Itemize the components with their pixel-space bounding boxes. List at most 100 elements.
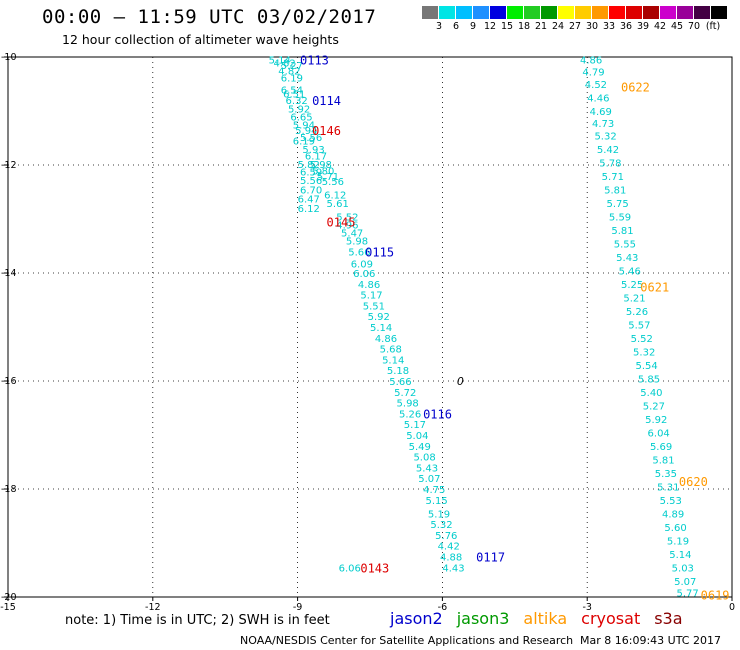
y-tick-label: -14 <box>1 268 17 279</box>
pass-time-label: 0619 <box>701 588 730 602</box>
swh-value-point: 4.86 <box>358 280 380 291</box>
x-tick-label: -12 <box>145 602 161 613</box>
scale-cell <box>626 6 643 19</box>
pass-time-label: 0145 <box>327 216 356 230</box>
scale-cell <box>507 6 524 19</box>
swh-value-point: 5.94 <box>295 126 317 137</box>
swh-value-point: 6.70 <box>300 185 322 196</box>
scale-label: 42 <box>653 21 667 32</box>
swh-value-point: 5.27 <box>281 61 303 72</box>
swh-value-point: 6.06 <box>353 269 375 280</box>
swh-value-point: 6.09 <box>351 259 373 270</box>
scale-cell <box>558 6 575 19</box>
legend-cryosat: cryosat <box>581 609 641 628</box>
swh-value-point: 5.66 <box>389 377 411 388</box>
swh-value-point: 5.07 <box>674 577 696 588</box>
scale-label: 45 <box>670 21 684 32</box>
swh-value-point: 5.19 <box>667 536 689 547</box>
pass-time-label: 0116 <box>423 407 452 421</box>
swh-value-point: 5.71 <box>317 172 339 183</box>
swh-value-point: 5.19 <box>428 509 450 520</box>
scale-cell <box>541 6 558 19</box>
swh-value-point: 4.86 <box>580 56 602 67</box>
swh-value-point: 5.78 <box>599 158 621 169</box>
swh-value-point: 5.42 <box>597 145 619 156</box>
swh-value-point: 5.56 <box>300 133 322 144</box>
x-tick-label: -15 <box>0 602 16 613</box>
pass-time-label: 0115 <box>365 245 394 259</box>
swh-value-point: 5.57 <box>628 320 650 331</box>
swh-value-point: 4.89 <box>662 509 684 520</box>
scale-cell <box>456 6 473 19</box>
position-marker: 0 <box>457 375 464 388</box>
swh-value-point: 5.27 <box>643 401 665 412</box>
swh-value-point: 4.46 <box>587 94 609 105</box>
swh-value-point: 4.69 <box>590 107 612 118</box>
pass-time-label: 0143 <box>360 561 389 575</box>
swh-value-point: 5.98 <box>310 160 332 171</box>
swh-value-point: 4.88 <box>440 553 462 564</box>
swh-value-point: 5.18 <box>387 366 409 377</box>
swh-value-point: 6.19 <box>281 74 303 85</box>
pass-time-label: 0146 <box>312 124 341 138</box>
swh-value-point: 4.82 <box>278 67 300 78</box>
scale-cell <box>677 6 694 19</box>
swh-value-point: 5.98 <box>346 237 368 248</box>
swh-value-point: 5.43 <box>616 253 638 264</box>
legend-jason2: jason2 <box>390 609 443 628</box>
scale-label: 12 <box>483 21 497 32</box>
satellite-legend: jason2 jason3 altika cryosat s3a <box>390 609 697 628</box>
swh-value-point: 5.54 <box>635 361 657 372</box>
y-tick-label: -16 <box>1 376 17 387</box>
swh-value-point: 5.47 <box>341 229 363 240</box>
swh-value-point: 5.85 <box>638 374 660 385</box>
x-tick-label: -6 <box>438 602 447 613</box>
swh-value-point: 5.81 <box>652 455 674 466</box>
swh-value-point: 5.82 <box>298 160 320 171</box>
swh-value-point: 5.92 <box>368 312 390 323</box>
credit-timestamp: Mar 8 16:09:43 UTC 2017 <box>580 634 721 647</box>
swh-value-point: 5.55 <box>614 239 636 250</box>
scale-label: 21 <box>534 21 548 32</box>
swh-value-point: 5.26 <box>399 409 421 420</box>
scale-label: 39 <box>636 21 650 32</box>
swh-value-point: 4.96 <box>336 220 358 231</box>
scale-cell <box>694 6 711 19</box>
swh-value-point: 5.92 <box>288 104 310 115</box>
swh-value-point: 5.14 <box>370 323 392 334</box>
scale-label: 15 <box>500 21 514 32</box>
color-scale-labels: 3 6 9 12 15 18 21 24 27 30 33 36 39 42 45 70 (ft) <box>422 21 737 35</box>
swh-value-point: 5.76 <box>435 531 457 542</box>
swh-value-point: 5.52 <box>631 334 653 345</box>
swh-value-point: 5.21 <box>623 293 645 304</box>
scale-label: 27 <box>568 21 582 32</box>
swh-value-point: 5.17 <box>360 291 382 302</box>
swh-value-point: 5.17 <box>404 420 426 431</box>
swh-value-point: 5.08 <box>413 453 435 464</box>
scale-cell <box>490 6 507 19</box>
swh-value-point: 5.40 <box>640 388 662 399</box>
swh-value-point: 6.54 <box>281 85 303 96</box>
swh-value-point: 5.92 <box>645 415 667 426</box>
x-tick-label: -9 <box>293 602 302 613</box>
y-tick-label: -10 <box>1 52 17 63</box>
scale-cell <box>524 6 541 19</box>
swh-value-point: 5.56 <box>300 176 322 187</box>
swh-value-point: 5.25 <box>621 280 643 291</box>
swh-value-point: 4.75 <box>423 485 445 496</box>
scale-label: 36 <box>619 21 633 32</box>
swh-value-point: 6.12 <box>324 191 346 202</box>
swh-value-point: 5.81 <box>604 185 626 196</box>
swh-value-point: 5.26 <box>626 307 648 318</box>
swh-value-point: 4.86 <box>375 334 397 345</box>
swh-value-point: 5.69 <box>650 442 672 453</box>
swh-value-point: 4.42 <box>438 542 460 553</box>
swh-value-point: 4.43 <box>442 563 464 574</box>
plot-frame <box>7 56 733 598</box>
scale-label: 30 <box>585 21 599 32</box>
swh-value-point: 5.32 <box>594 131 616 142</box>
swh-value-point: 5.93 <box>302 145 324 156</box>
x-tick-label: -3 <box>582 602 591 613</box>
swh-value-point: 4.82 <box>273 58 295 69</box>
page-subtitle: 12 hour collection of altimeter wave hei… <box>62 32 339 47</box>
